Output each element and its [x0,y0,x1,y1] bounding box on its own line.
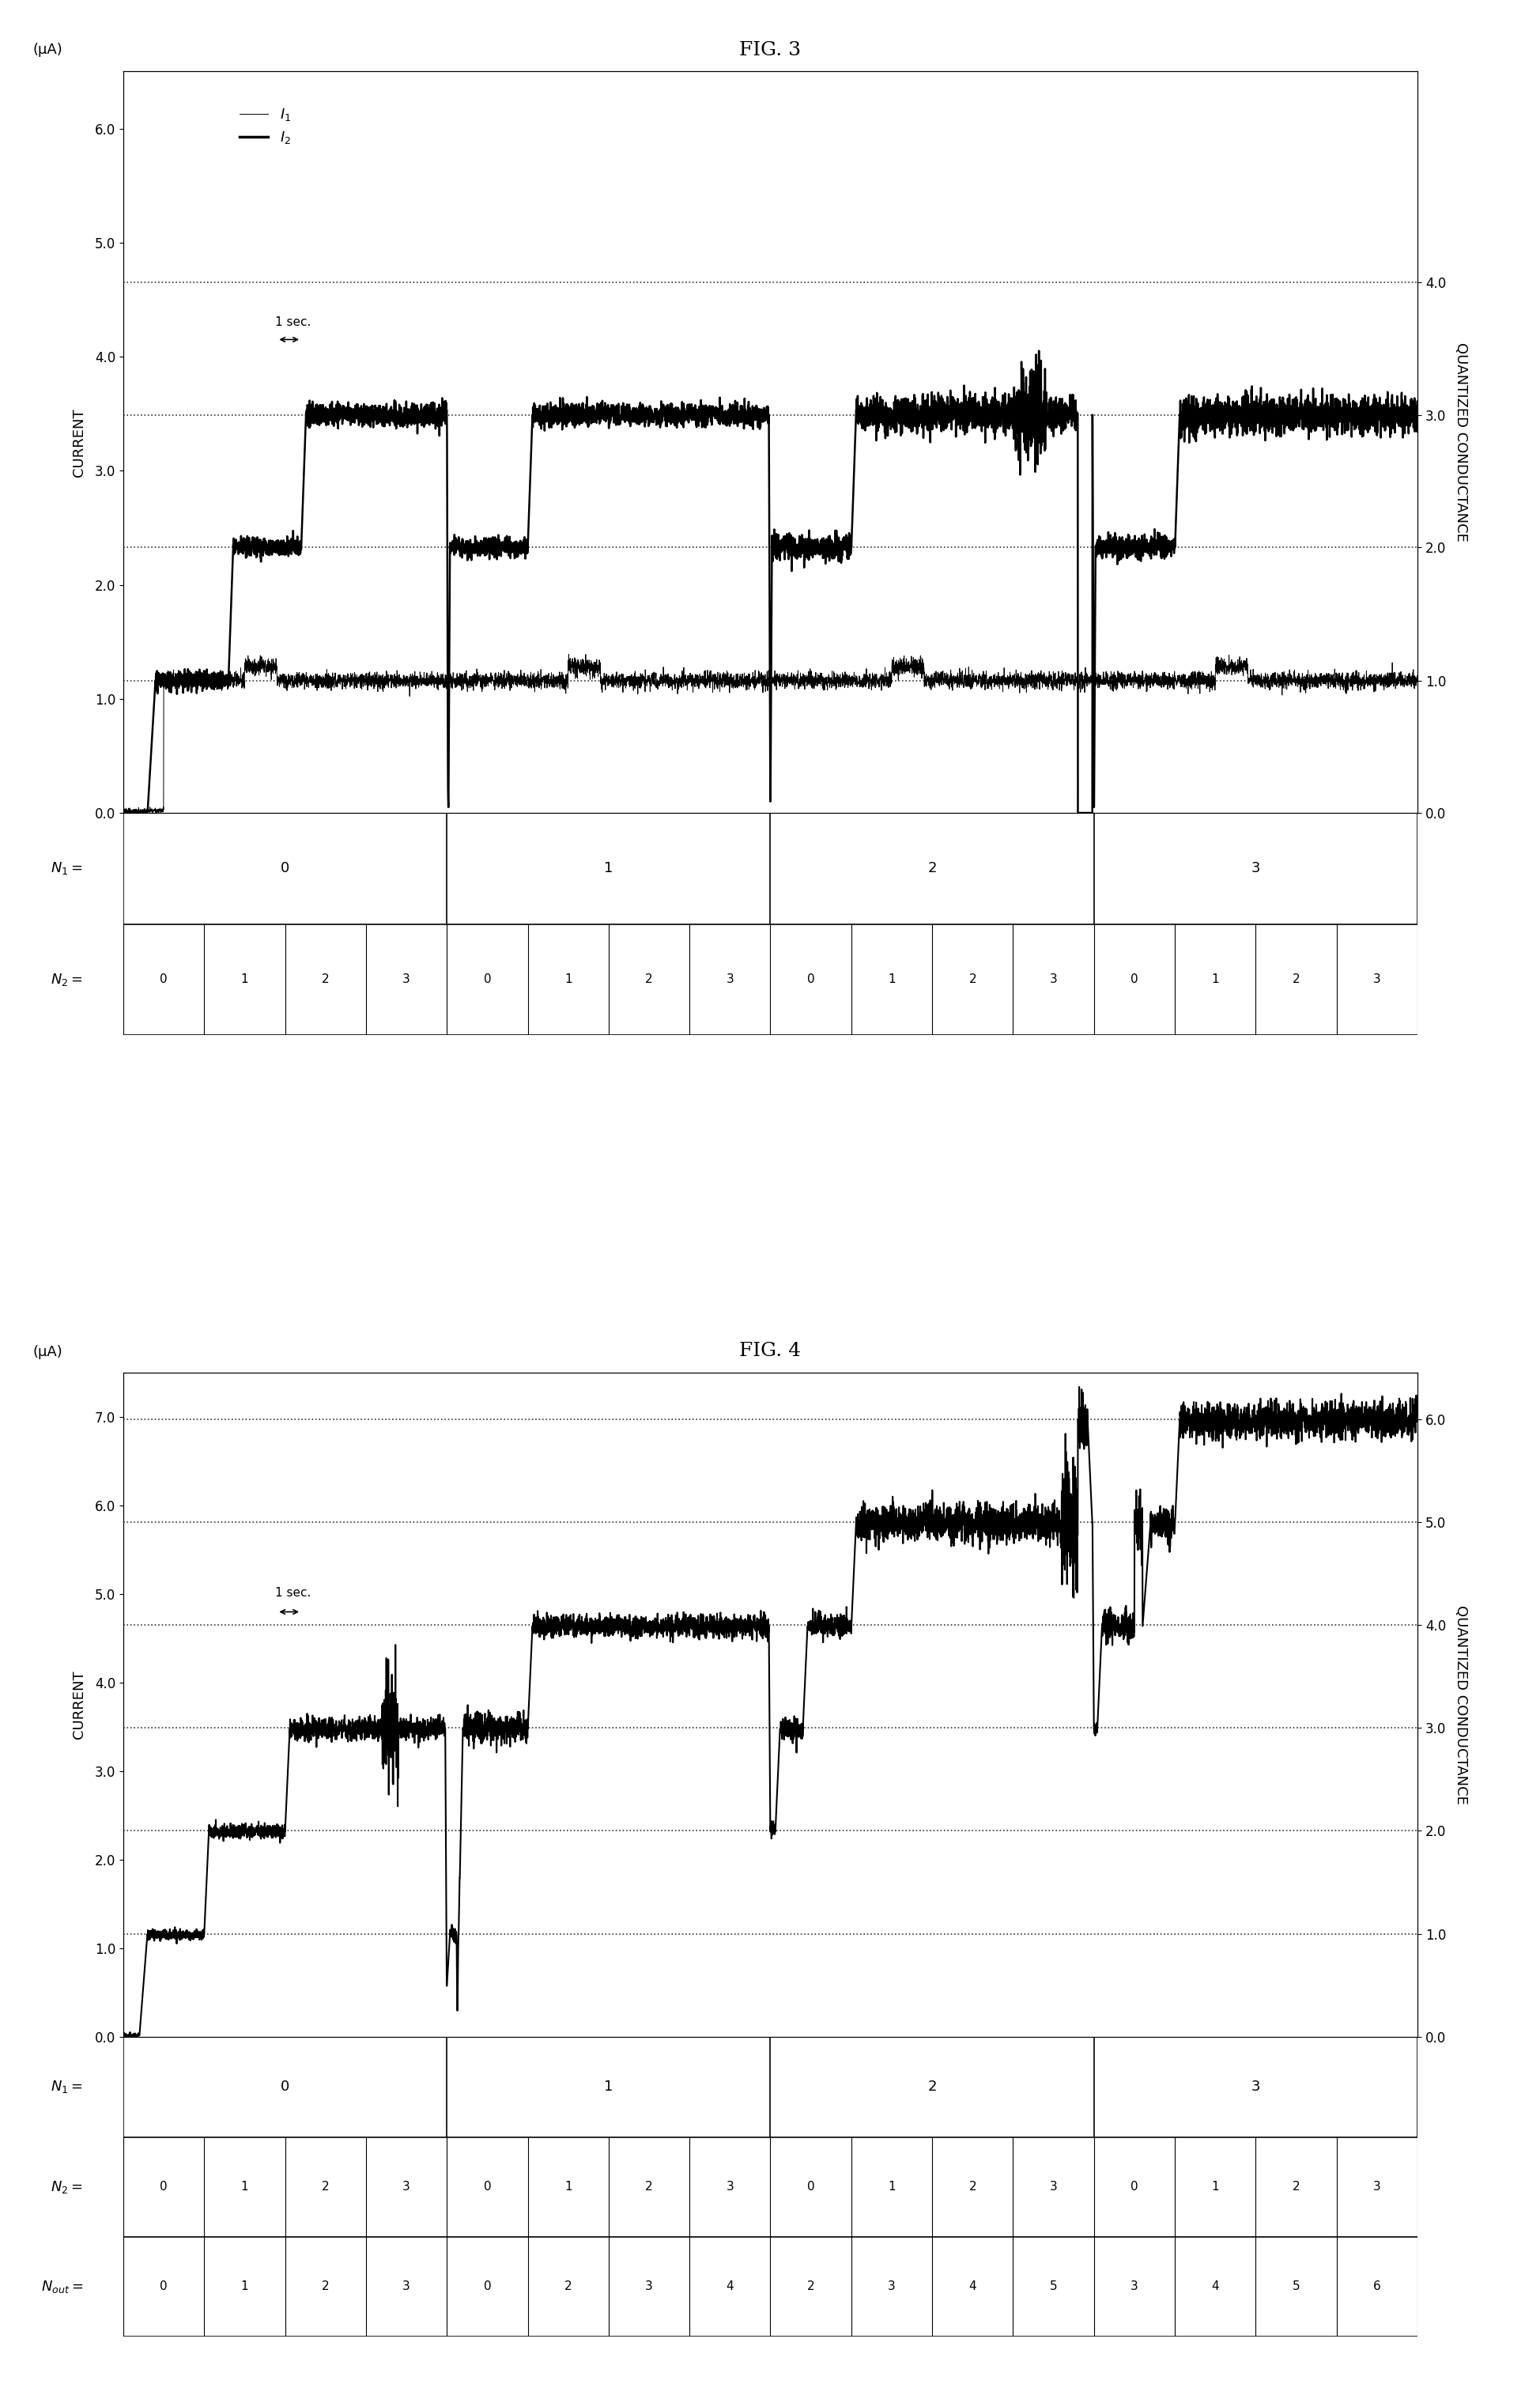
Text: 2: 2 [927,861,936,875]
Text: 3: 3 [1130,2281,1138,2293]
$I_2$ [1143,529,1161,558]
$I_1$ [582,653,601,682]
Text: 2: 2 [1292,2181,1300,2193]
Text: 0: 0 [807,2181,815,2193]
Text: 0: 0 [484,2281,491,2293]
Text: 1: 1 [1210,973,1218,985]
Text: 1: 1 [604,861,613,875]
Text: 2: 2 [322,973,330,985]
Text: 3: 3 [1049,973,1056,985]
Title: FIG. 4: FIG. 4 [739,1342,801,1359]
Text: 1 sec.: 1 sec. [276,1588,311,1600]
Text: 0: 0 [160,2281,168,2293]
Y-axis label: QUANTIZED CONDUCTANCE: QUANTIZED CONDUCTANCE [1454,343,1468,541]
Text: 1: 1 [564,973,571,985]
Text: 2: 2 [645,2181,653,2193]
$I_1$ [559,639,578,668]
Text: 4: 4 [969,2281,976,2293]
Text: 3: 3 [887,2281,895,2293]
Text: 2: 2 [645,973,653,985]
Text: $N_{out}=$: $N_{out}=$ [40,2279,83,2293]
Text: 1: 1 [887,973,895,985]
Text: 6: 6 [1372,2281,1380,2293]
Text: 3: 3 [645,2281,653,2293]
$I_2$ [179,668,197,696]
Text: $N_1=$: $N_1=$ [51,2079,83,2096]
Text: 0: 0 [1130,2181,1138,2193]
$I_2$ [582,408,601,436]
$I_1$ [879,668,898,696]
Text: 3: 3 [1372,973,1380,985]
Text: 3: 3 [1049,2181,1056,2193]
Text: 4: 4 [1210,2281,1218,2293]
Title: FIG. 3: FIG. 3 [739,41,801,60]
Text: 0: 0 [280,861,290,875]
Y-axis label: CURRENT: CURRENT [72,408,86,477]
Text: $N_1=$: $N_1=$ [51,861,83,877]
Text: $N_2=$: $N_2=$ [51,2179,83,2196]
Text: 3: 3 [402,2281,410,2293]
Text: 3: 3 [1250,861,1260,875]
Text: 4: 4 [725,2281,733,2293]
$I_1$ [114,796,132,825]
Text: 3: 3 [1372,2181,1380,2193]
Text: 0: 0 [484,2181,491,2193]
Text: (μA): (μA) [32,1345,63,1359]
$I_2$ [1073,799,1092,827]
Text: 2: 2 [969,2181,976,2193]
Y-axis label: QUANTIZED CONDUCTANCE: QUANTIZED CONDUCTANCE [1454,1604,1468,1805]
Text: 1: 1 [240,2281,248,2293]
Text: 3: 3 [725,973,733,985]
$I_2$ [936,401,955,429]
Text: 2: 2 [807,2281,815,2293]
$I_2$ [1029,336,1047,365]
Text: 2: 2 [1292,973,1300,985]
Legend: $I_1$, $I_2$: $I_1$, $I_2$ [234,100,296,150]
Text: 5: 5 [1049,2281,1056,2293]
Text: 5: 5 [1292,2281,1300,2293]
$I_1$ [146,801,165,830]
Line: $I_2$: $I_2$ [123,350,1417,815]
$I_1$ [1143,670,1161,699]
Text: 0: 0 [160,2181,168,2193]
Text: 2: 2 [969,973,976,985]
Text: 0: 0 [160,973,168,985]
$I_2$ [1408,408,1426,436]
Text: 1: 1 [887,2181,895,2193]
$I_2$ [134,801,152,830]
$I_1$ [1408,665,1426,694]
Text: 3: 3 [402,2181,410,2193]
$I_1$ [936,668,955,696]
Y-axis label: CURRENT: CURRENT [72,1671,86,1740]
Text: 1: 1 [564,2181,571,2193]
Text: 0: 0 [1130,973,1138,985]
Line: $I_1$: $I_1$ [123,653,1417,815]
Text: 3: 3 [1250,2079,1260,2093]
Text: 2: 2 [322,2281,330,2293]
$I_2$ [114,796,132,825]
Text: 1: 1 [240,973,248,985]
Text: 0: 0 [280,2079,290,2093]
Text: 2: 2 [927,2079,936,2093]
Text: 0: 0 [807,973,815,985]
Text: 1: 1 [240,2181,248,2193]
Text: 1 sec.: 1 sec. [276,317,311,329]
Text: $N_2=$: $N_2=$ [51,973,83,987]
Text: 3: 3 [402,973,410,985]
Text: 0: 0 [484,973,491,985]
Text: 1: 1 [1210,2181,1218,2193]
Text: (μA): (μA) [32,43,63,57]
$I_1$ [1073,670,1092,699]
Text: 1: 1 [604,2079,613,2093]
Text: 3: 3 [725,2181,733,2193]
$I_1$ [179,668,197,696]
$I_2$ [879,398,898,427]
Text: 2: 2 [322,2181,330,2193]
Text: 2: 2 [564,2281,571,2293]
